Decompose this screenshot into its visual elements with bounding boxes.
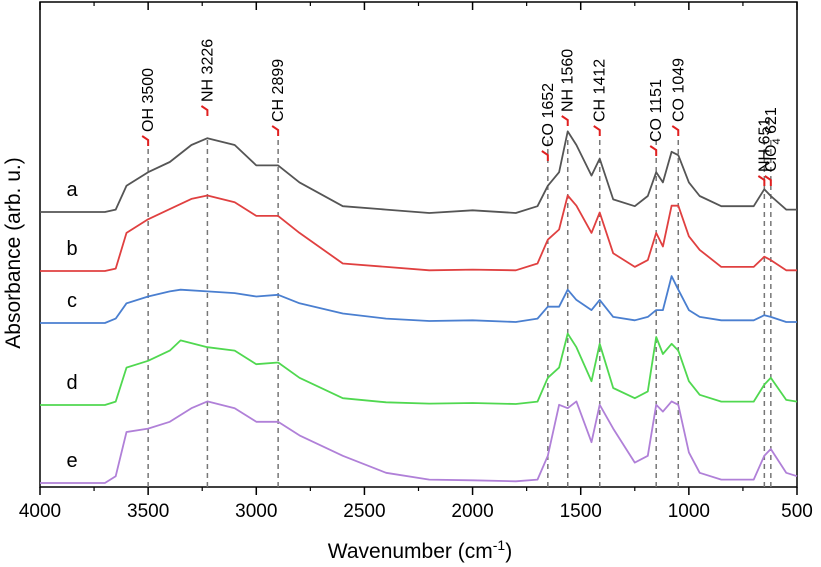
x-tick-label: 1000 [668, 501, 710, 522]
peak-marker-co-1652 [541, 150, 549, 161]
peak-group-name: CO [648, 118, 665, 142]
x-axis-title-main: Wavenumber (cm [328, 540, 493, 563]
peak-group-name: CO [540, 123, 557, 147]
peak-label-ch-2899: CH 2899 [270, 59, 287, 122]
peak-group-subscript: 4 [771, 138, 783, 144]
peak-value: 1652 [540, 83, 557, 123]
peak-marker-nh-3226 [200, 105, 209, 116]
series-label-e: e [66, 450, 77, 472]
peak-group-name: ClO [763, 144, 780, 172]
peak-label-nh-1560: NH 1560 [560, 49, 577, 112]
series-line-a [40, 130, 797, 214]
peak-group-name: CH [592, 99, 609, 122]
peak-group-name: CH [270, 99, 287, 122]
peak-marker-ch-2899 [271, 125, 280, 136]
x-tick-label: 500 [781, 501, 813, 522]
x-tick-label: 4000 [19, 501, 61, 522]
peak-label-co-1049: CO 1049 [670, 58, 687, 122]
x-axis: 4000 3500 3000 2500 2000 1500 1000 500 [19, 2, 813, 522]
peak-marker-co-1049 [671, 125, 680, 136]
x-tick-label: 2500 [343, 501, 385, 522]
peak-marker-nh-1560 [561, 115, 569, 126]
x-axis-title-tail: ) [505, 540, 512, 563]
peak-marker-nh-651 [757, 175, 766, 186]
peak-value: 621 [763, 107, 780, 138]
series-label-b: b [66, 238, 77, 260]
peak-group-name: NH [560, 89, 577, 112]
peak-marker-clo4-621 [764, 175, 772, 186]
peak-label-oh-3500: OH 3500 [140, 68, 157, 132]
spectra-series: a b c d e [40, 130, 798, 484]
x-tick-label: 3000 [235, 501, 277, 522]
peak-value: 1049 [670, 58, 687, 98]
peak-label-nh-651: NH 651 [756, 118, 773, 172]
peak-label-co-1652: CO 1652 [540, 83, 557, 147]
peak-value: 651 [756, 118, 773, 149]
peak-group-name: CO [670, 98, 687, 122]
peak-label-nh-3226: NH 3226 [199, 39, 216, 102]
series-label-a: a [66, 179, 78, 201]
series-label-c: c [67, 290, 77, 312]
peak-label-co-1151: CO 1151 [648, 79, 665, 142]
peak-value: 2899 [270, 59, 287, 99]
x-axis-title-sup: -1 [493, 537, 506, 553]
x-tick-label: 3500 [127, 501, 169, 522]
peak-value: 3226 [199, 39, 216, 79]
peak-group-name: OH [140, 108, 157, 132]
x-axis-title: Wavenumber (cm-1) [328, 537, 512, 563]
x-tick-label: 2000 [451, 501, 493, 522]
peak-group-name: NH [199, 79, 216, 102]
peak-marker-ch-1412 [593, 125, 601, 136]
peak-value: 1412 [592, 59, 609, 99]
series-line-e [40, 400, 798, 484]
peak-value: 1560 [560, 49, 577, 89]
peak-value: 1151 [648, 79, 665, 118]
series-line-d [40, 332, 798, 406]
series-line-b [40, 194, 797, 272]
series-line-c [40, 275, 797, 324]
peak-marker-oh-3500 [141, 135, 150, 146]
series-label-d: d [66, 372, 77, 394]
peak-guide-lines [147, 140, 772, 487]
y-axis-title: Absorbance (arb. u.) [2, 157, 25, 348]
peak-label-ch-1412: CH 1412 [592, 59, 609, 122]
peak-value: 3500 [140, 68, 157, 108]
peak-group-name: NH [756, 149, 773, 172]
peak-label-clo4-621: ClO4 621 [763, 107, 783, 172]
x-tick-label: 1500 [560, 501, 602, 522]
peak-marker-co-1151 [649, 145, 658, 156]
